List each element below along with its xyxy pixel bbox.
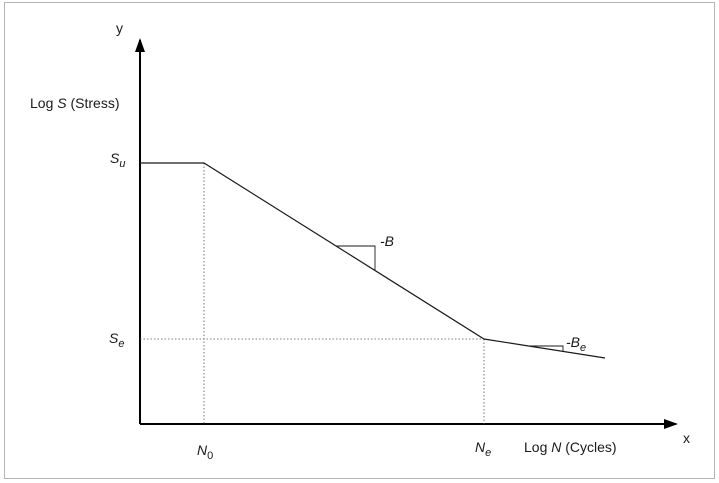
su-label: Su [110, 150, 125, 170]
sn-curve [140, 162, 606, 359]
slope-label-steep: -B [380, 233, 394, 249]
y-axis-title: Log S (Stress) [30, 95, 119, 111]
diagram-frame [4, 2, 715, 479]
x-axis-letter: x [683, 430, 690, 446]
slope-triangle-shallow [527, 345, 564, 352]
ne-label: Ne [475, 439, 491, 459]
x-axis-title: Log N (Cycles) [524, 439, 617, 455]
y-axis-letter: y [116, 20, 123, 36]
se-label: Se [109, 330, 124, 350]
slope-triangle-steep [336, 245, 376, 270]
n0-label: N0 [197, 442, 213, 462]
slope-label-shallow: -Be [566, 334, 586, 354]
